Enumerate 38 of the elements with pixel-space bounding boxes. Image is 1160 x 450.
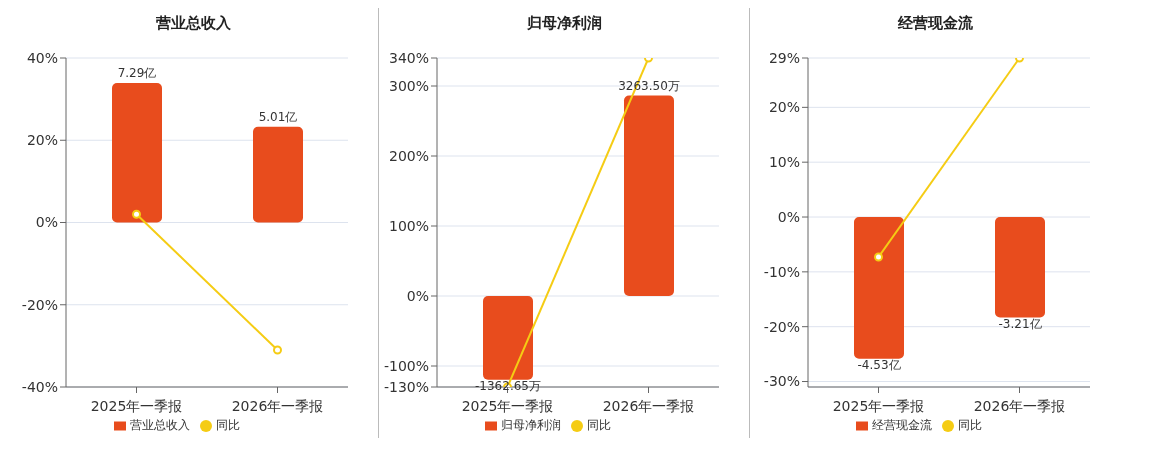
y-tick-label: 0%: [406, 287, 429, 304]
y-tick-label: 100%: [388, 217, 429, 234]
y-tick-label: -10%: [763, 263, 800, 280]
y-tick-label: 0%: [35, 214, 58, 231]
legend-label: 同比: [216, 418, 240, 432]
y-tick-label: -130%: [383, 378, 429, 395]
y-tick-label: 40%: [26, 49, 58, 66]
y-tick-label: 20%: [768, 99, 800, 116]
data-label: -3.21亿: [998, 316, 1042, 331]
y-tick-label: -30%: [763, 373, 800, 390]
legend-label: 同比: [587, 418, 611, 432]
y-tick-label: -40%: [21, 378, 58, 395]
chart-title: 营业总收入: [154, 14, 232, 34]
chart-title: 归母净利润: [525, 14, 603, 34]
legend-label: 同比: [958, 418, 982, 432]
data-label: 7.29亿: [117, 66, 157, 81]
x-tick-label: 2025年一季报: [90, 397, 183, 414]
y-tick-label: 200%: [388, 147, 429, 164]
legend-label: 经营现金流: [872, 418, 932, 432]
data-label: -4.53亿: [857, 357, 901, 372]
x-tick-label: 2026年一季报: [602, 397, 695, 414]
legend-label: 归母净利润: [501, 418, 561, 432]
x-tick-label: 2025年一季报: [832, 397, 925, 414]
y-tick-label: 300%: [388, 77, 429, 94]
y-tick-label: 340%: [388, 49, 429, 66]
y-tick-label: 0%: [777, 208, 800, 225]
x-tick-label: 2026年一季报: [231, 397, 324, 414]
data-label: 5.01亿: [258, 109, 298, 124]
chart-title: 经营现金流: [896, 14, 974, 34]
y-tick-label: -100%: [383, 357, 429, 374]
x-tick-label: 2025年一季报: [461, 397, 554, 414]
y-tick-label: -20%: [21, 296, 58, 313]
y-tick-label: 10%: [768, 154, 800, 171]
y-tick-label: 20%: [26, 132, 58, 149]
y-tick-label: 29%: [768, 49, 800, 66]
legend-label: 营业总收入: [130, 418, 190, 432]
x-tick-label: 2026年一季报: [973, 397, 1066, 414]
y-tick-label: -20%: [763, 318, 800, 335]
